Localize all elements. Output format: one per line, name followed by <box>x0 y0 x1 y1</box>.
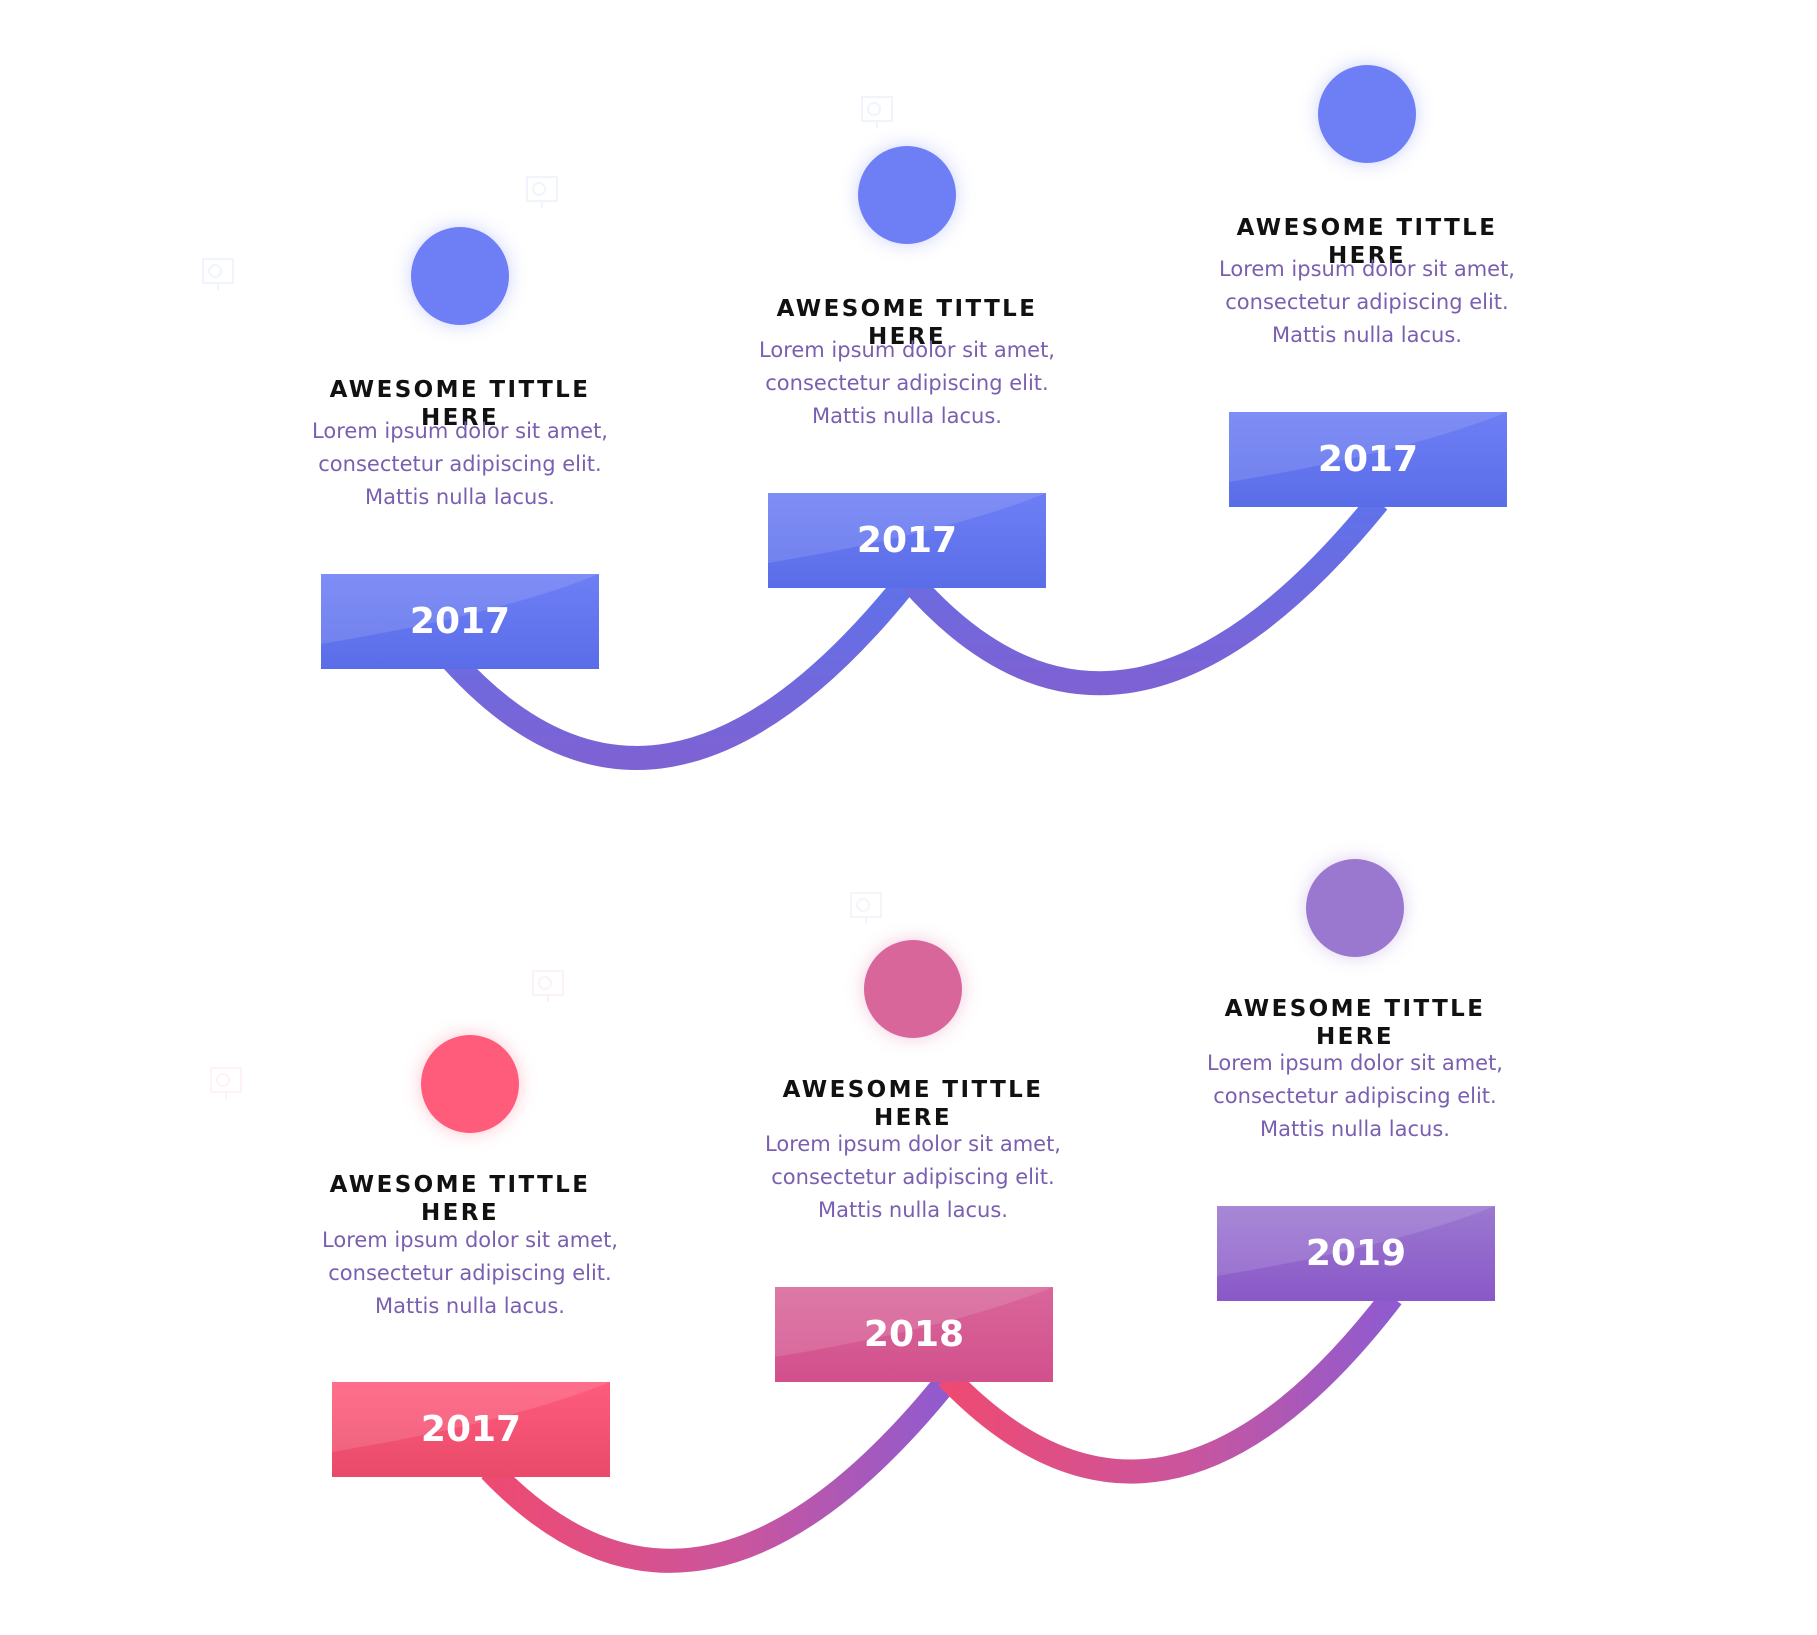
connector-curve-2 <box>900 494 1388 696</box>
presentation-board-icon <box>524 174 560 210</box>
year-box: 2017 <box>1229 412 1507 507</box>
milestone-dot <box>864 940 962 1038</box>
year-label: 2019 <box>1305 1233 1407 1274</box>
milestone-description: Lorem ipsum dolor sit amet, consectetur … <box>1190 1047 1520 1146</box>
milestone-dot <box>411 227 509 325</box>
description-line: Lorem ipsum dolor sit amet, <box>322 1228 618 1252</box>
description-line: consectetur adipiscing elit. <box>1225 290 1509 314</box>
description-line: consectetur adipiscing elit. <box>1213 1084 1497 1108</box>
presentation-board-icon <box>200 256 236 292</box>
milestone-description: Lorem ipsum dolor sit amet, consectetur … <box>305 1224 635 1323</box>
milestone-title: AWESOME TITTLE HERE <box>1224 996 1486 1050</box>
description-line: Lorem ipsum dolor sit amet, <box>1219 257 1515 281</box>
description-line: consectetur adipiscing elit. <box>328 1261 612 1285</box>
year-box: 2018 <box>775 1287 1053 1382</box>
year-box: 2017 <box>768 493 1046 588</box>
description-line: Mattis nulla lacus. <box>1272 323 1462 347</box>
year-label: 2017 <box>420 1409 522 1450</box>
year-box: 2017 <box>332 1382 610 1477</box>
milestone-title: AWESOME TITTLE HERE <box>1236 215 1498 269</box>
year-label: 2017 <box>409 601 511 642</box>
description-line: Lorem ipsum dolor sit amet, <box>1207 1051 1503 1075</box>
description-line: Mattis nulla lacus. <box>365 485 555 509</box>
milestone-title: AWESOME TITTLE HERE <box>329 377 591 431</box>
milestone-title: AWESOME TITTLE HERE <box>329 1172 591 1226</box>
description-line: Lorem ipsum dolor sit amet, <box>765 1132 1061 1156</box>
description-line: Mattis nulla lacus. <box>812 404 1002 428</box>
description-line: consectetur adipiscing elit. <box>771 1165 1055 1189</box>
milestone-description: Lorem ipsum dolor sit amet, consectetur … <box>742 334 1072 433</box>
connector-curve-4 <box>938 1289 1402 1484</box>
milestone-title: AWESOME TITTLE HERE <box>782 1077 1044 1131</box>
presentation-board-icon <box>208 1065 244 1101</box>
year-box: 2019 <box>1217 1206 1495 1301</box>
connector-curve-1 <box>443 572 918 770</box>
milestone-dot <box>858 146 956 244</box>
connector-curve-3 <box>481 1369 960 1573</box>
milestone-description: Lorem ipsum dolor sit amet, consectetur … <box>1202 253 1532 352</box>
year-label: 2017 <box>1317 439 1419 480</box>
presentation-board-icon <box>848 890 884 926</box>
year-label: 2018 <box>863 1314 965 1355</box>
milestone-description: Lorem ipsum dolor sit amet, consectetur … <box>295 415 625 514</box>
description-line: Mattis nulla lacus. <box>1260 1117 1450 1141</box>
presentation-board-icon <box>530 968 566 1004</box>
description-line: consectetur adipiscing elit. <box>318 452 602 476</box>
description-line: Mattis nulla lacus. <box>818 1198 1008 1222</box>
milestone-description: Lorem ipsum dolor sit amet, consectetur … <box>748 1128 1078 1227</box>
description-line: Lorem ipsum dolor sit amet, <box>759 338 1055 362</box>
milestone-dot <box>1306 859 1404 957</box>
presentation-board-icon <box>859 94 895 130</box>
description-line: Lorem ipsum dolor sit amet, <box>312 419 608 443</box>
description-line: consectetur adipiscing elit. <box>765 371 1049 395</box>
year-label: 2017 <box>856 520 958 561</box>
description-line: Mattis nulla lacus. <box>375 1294 565 1318</box>
milestone-title: AWESOME TITTLE HERE <box>776 296 1038 350</box>
year-box: 2017 <box>321 574 599 669</box>
milestone-dot <box>421 1035 519 1133</box>
milestone-dot <box>1318 65 1416 163</box>
